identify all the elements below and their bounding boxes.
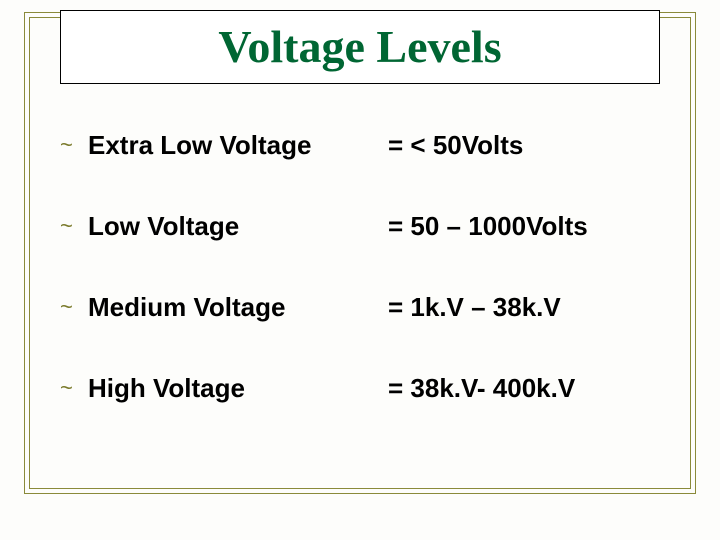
voltage-level-value: = 38k.V- 400k.V [388, 373, 680, 404]
slide-title: Voltage Levels [218, 24, 501, 70]
tilde-icon: ~ [60, 292, 88, 318]
voltage-level-value: = 1k.V – 38k.V [388, 292, 680, 323]
tilde-icon: ~ [60, 211, 88, 237]
voltage-level-value: = < 50Volts [388, 130, 680, 161]
list-item: ~ Extra Low Voltage = < 50Volts [60, 130, 680, 161]
tilde-icon: ~ [60, 130, 88, 156]
voltage-level-value: = 50 – 1000Volts [388, 211, 680, 242]
list-item: ~ Medium Voltage = 1k.V – 38k.V [60, 292, 680, 323]
voltage-level-label: Medium Voltage [88, 292, 388, 323]
voltage-level-label: High Voltage [88, 373, 388, 404]
title-box: Voltage Levels [60, 10, 660, 84]
list-item: ~ Low Voltage = 50 – 1000Volts [60, 211, 680, 242]
voltage-level-label: Extra Low Voltage [88, 130, 388, 161]
tilde-icon: ~ [60, 373, 88, 399]
list-item: ~ High Voltage = 38k.V- 400k.V [60, 373, 680, 404]
voltage-level-label: Low Voltage [88, 211, 388, 242]
content-area: ~ Extra Low Voltage = < 50Volts ~ Low Vo… [60, 130, 680, 454]
